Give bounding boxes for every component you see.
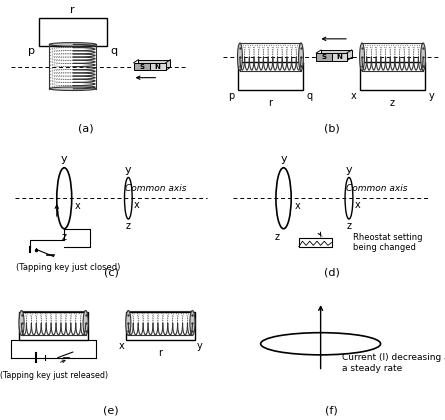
- Text: N: N: [155, 63, 161, 70]
- Text: p: p: [228, 91, 235, 101]
- Bar: [321, 50, 352, 58]
- Text: x: x: [295, 201, 300, 211]
- Ellipse shape: [360, 43, 364, 71]
- Ellipse shape: [190, 310, 195, 336]
- Text: S: S: [321, 54, 326, 60]
- Text: (Tapping key just released): (Tapping key just released): [0, 371, 108, 381]
- Text: p: p: [28, 47, 36, 56]
- Text: Rheostat setting
being changed: Rheostat setting being changed: [353, 233, 423, 252]
- Bar: [39, 18, 107, 46]
- Text: z: z: [347, 221, 352, 231]
- Text: (d): (d): [324, 267, 340, 277]
- Bar: [332, 53, 347, 60]
- Text: y: y: [197, 341, 202, 351]
- Bar: [316, 53, 332, 60]
- Text: x: x: [351, 91, 356, 101]
- Bar: [126, 312, 194, 340]
- Text: (c): (c): [104, 267, 119, 277]
- Text: (Tapping key just closed): (Tapping key just closed): [16, 263, 121, 273]
- Text: z: z: [126, 221, 131, 231]
- Bar: [134, 63, 150, 71]
- Text: y: y: [280, 154, 287, 164]
- Bar: [138, 60, 170, 67]
- Text: Common axis: Common axis: [346, 184, 408, 193]
- Text: Common axis: Common axis: [125, 184, 186, 193]
- Ellipse shape: [238, 43, 243, 71]
- Text: r: r: [70, 5, 75, 15]
- Text: x: x: [354, 200, 360, 210]
- Text: z: z: [275, 232, 279, 242]
- Bar: [20, 312, 88, 340]
- Text: y: y: [429, 91, 434, 101]
- Text: q: q: [307, 91, 312, 101]
- Text: S: S: [139, 63, 144, 70]
- Text: y: y: [125, 165, 132, 176]
- Text: (f): (f): [325, 406, 338, 416]
- Text: z: z: [390, 98, 395, 108]
- Text: (e): (e): [103, 406, 119, 416]
- Text: x: x: [118, 341, 124, 351]
- Bar: [299, 239, 332, 247]
- Bar: [360, 63, 425, 90]
- Text: r: r: [268, 98, 272, 108]
- Ellipse shape: [126, 310, 131, 336]
- Text: N: N: [336, 54, 342, 60]
- Text: (b): (b): [324, 123, 340, 133]
- Ellipse shape: [19, 310, 24, 336]
- Ellipse shape: [49, 42, 96, 46]
- Ellipse shape: [299, 43, 303, 71]
- Ellipse shape: [421, 43, 425, 71]
- Text: z: z: [62, 232, 67, 242]
- Text: (a): (a): [78, 123, 93, 133]
- Text: q: q: [110, 47, 117, 56]
- Text: Current (I) decreasing at
a steady rate: Current (I) decreasing at a steady rate: [343, 354, 445, 373]
- Ellipse shape: [49, 87, 96, 91]
- Bar: [150, 63, 166, 71]
- Text: r: r: [158, 348, 162, 358]
- Text: x: x: [75, 201, 81, 211]
- Bar: [238, 63, 303, 90]
- Ellipse shape: [83, 310, 88, 336]
- Text: y: y: [346, 165, 352, 176]
- Text: x: x: [134, 200, 139, 210]
- Text: y: y: [61, 154, 68, 164]
